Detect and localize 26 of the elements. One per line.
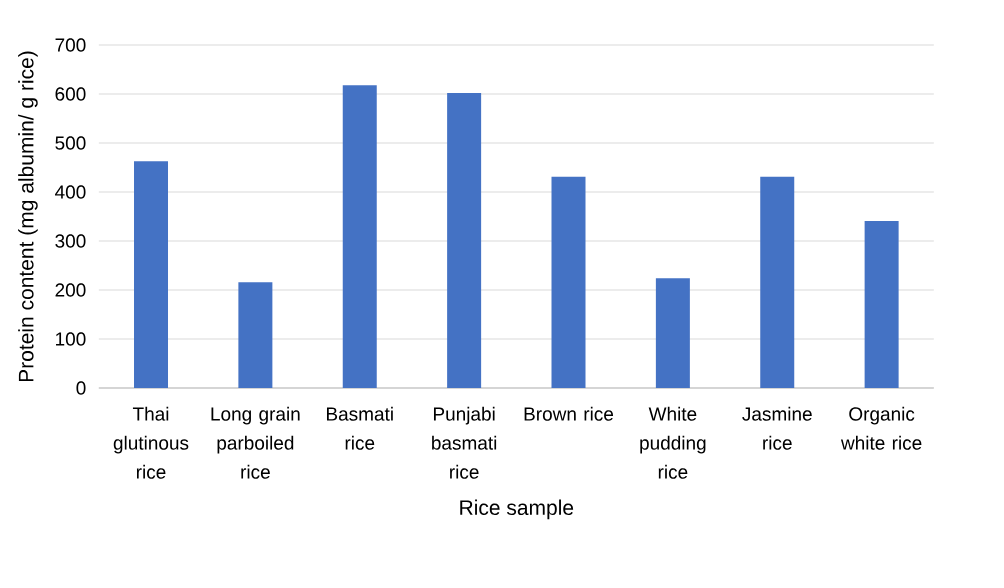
y-tick-label: 700 <box>55 38 86 52</box>
y-tick-label: 500 <box>55 136 86 150</box>
x-tick-label: Thai glutinous rice <box>113 406 189 479</box>
bar <box>447 93 482 388</box>
x-tick-label: Brown rice <box>524 406 614 421</box>
x-axis-title: Rice sample <box>460 499 574 520</box>
bar <box>864 220 899 388</box>
bar <box>760 176 795 388</box>
x-tick-label: White pudding rice <box>640 406 706 479</box>
y-tick-label: 100 <box>56 332 86 346</box>
y-tick-label: 400 <box>55 185 86 199</box>
y-tick-label: 200 <box>55 283 86 297</box>
bar <box>238 282 273 388</box>
x-tick-label: Long grain parboiled rice <box>211 406 300 479</box>
bar <box>134 161 169 388</box>
y-tick-label: 300 <box>55 234 86 248</box>
bar <box>342 85 377 388</box>
x-tick-label: Organic white rice <box>840 406 922 450</box>
x-tick-label: Basmati rice <box>326 406 393 450</box>
y-tick-label: 0 <box>76 381 86 395</box>
y-axis-title: Protein content (mg albumin/ g rice) <box>18 51 38 382</box>
x-tick-label: Punjabi basmati rice <box>432 406 497 479</box>
bar <box>655 278 690 388</box>
y-tick-label: 600 <box>55 87 86 101</box>
bar <box>551 176 586 388</box>
x-tick-label: Jasmine rice <box>742 406 812 450</box>
